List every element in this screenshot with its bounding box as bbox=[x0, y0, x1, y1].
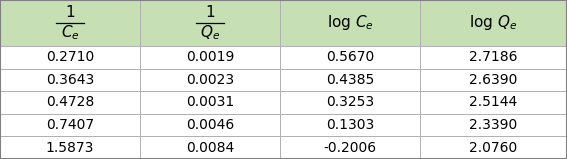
Bar bbox=[420, 136, 567, 159]
Text: 0.0084: 0.0084 bbox=[186, 141, 234, 155]
Text: 0.7407: 0.7407 bbox=[46, 118, 94, 132]
Text: log $\mathit{C}_e$: log $\mathit{C}_e$ bbox=[327, 14, 374, 32]
Bar bbox=[140, 69, 280, 91]
Bar bbox=[420, 46, 567, 69]
Text: 0.0046: 0.0046 bbox=[186, 118, 234, 132]
Text: 0.4728: 0.4728 bbox=[46, 96, 94, 110]
Bar bbox=[280, 91, 420, 114]
Bar bbox=[140, 91, 280, 114]
Bar bbox=[140, 0, 280, 46]
Text: $\mathit{C}_e$: $\mathit{C}_e$ bbox=[61, 24, 79, 42]
Bar bbox=[140, 46, 280, 69]
Text: 2.5144: 2.5144 bbox=[469, 96, 518, 110]
Text: 2.7186: 2.7186 bbox=[469, 50, 518, 64]
Text: 0.2710: 0.2710 bbox=[46, 50, 94, 64]
Bar bbox=[280, 0, 420, 46]
Bar bbox=[420, 91, 567, 114]
Text: 2.0760: 2.0760 bbox=[469, 141, 518, 155]
Bar bbox=[280, 69, 420, 91]
Bar bbox=[0, 114, 140, 136]
Bar bbox=[0, 91, 140, 114]
Bar bbox=[420, 69, 567, 91]
Text: 1.5873: 1.5873 bbox=[46, 141, 94, 155]
Text: 0.5670: 0.5670 bbox=[326, 50, 374, 64]
Bar bbox=[420, 114, 567, 136]
Bar bbox=[280, 114, 420, 136]
Text: 0.1303: 0.1303 bbox=[326, 118, 374, 132]
Text: 2.6390: 2.6390 bbox=[469, 73, 518, 87]
Bar bbox=[280, 136, 420, 159]
Bar bbox=[280, 46, 420, 69]
Bar bbox=[0, 46, 140, 69]
Bar bbox=[140, 136, 280, 159]
Bar bbox=[420, 0, 567, 46]
Bar bbox=[140, 114, 280, 136]
Bar bbox=[0, 69, 140, 91]
Text: 0.4385: 0.4385 bbox=[326, 73, 374, 87]
Text: 0.0023: 0.0023 bbox=[186, 73, 234, 87]
Text: 1: 1 bbox=[65, 5, 75, 20]
Text: 1: 1 bbox=[205, 5, 215, 20]
Text: 0.0019: 0.0019 bbox=[186, 50, 234, 64]
Text: 0.3253: 0.3253 bbox=[326, 96, 374, 110]
Bar bbox=[0, 136, 140, 159]
Text: 0.0031: 0.0031 bbox=[186, 96, 234, 110]
Bar bbox=[0, 0, 140, 46]
Text: 2.3390: 2.3390 bbox=[469, 118, 518, 132]
Text: 0.3643: 0.3643 bbox=[46, 73, 94, 87]
Text: log $\mathit{Q}_e$: log $\mathit{Q}_e$ bbox=[469, 14, 518, 32]
Text: -0.2006: -0.2006 bbox=[323, 141, 376, 155]
Text: $\mathit{Q}_e$: $\mathit{Q}_e$ bbox=[200, 24, 220, 42]
